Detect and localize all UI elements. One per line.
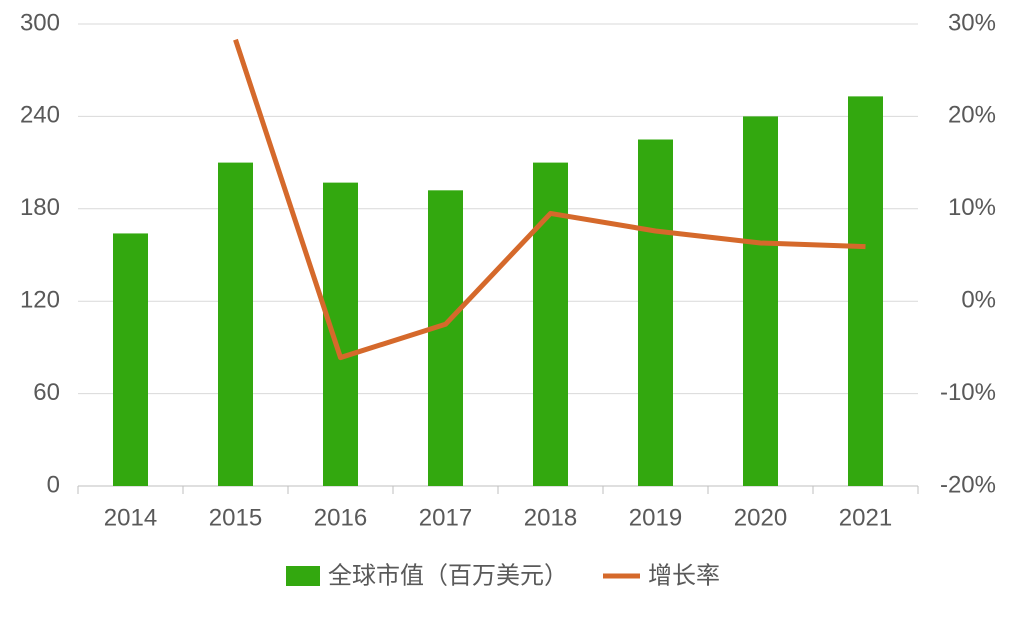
x-tick-label: 2018 bbox=[524, 504, 577, 531]
x-tick-label: 2017 bbox=[419, 504, 472, 531]
legend-swatch bbox=[286, 566, 320, 586]
bar bbox=[323, 182, 358, 486]
line bbox=[233, 38, 866, 361]
x-tick-label: 2020 bbox=[734, 504, 787, 531]
y-tick-label: 300 bbox=[20, 9, 60, 36]
y2-tick-label: 20% bbox=[948, 102, 996, 129]
y-tick-label: 120 bbox=[20, 287, 60, 314]
bar bbox=[638, 139, 673, 486]
x-tick-label: 2016 bbox=[314, 504, 367, 531]
bar bbox=[113, 233, 148, 486]
y-tick-label: 0 bbox=[47, 471, 60, 498]
y2-tick-label: -10% bbox=[940, 379, 996, 406]
y2-tick-label: 0% bbox=[961, 287, 996, 314]
y2-tick-label: 30% bbox=[948, 9, 996, 36]
bar bbox=[218, 162, 253, 486]
y2-tick-label: 10% bbox=[948, 194, 996, 221]
x-tick-label: 2015 bbox=[209, 504, 262, 531]
y-tick-label: 60 bbox=[33, 379, 60, 406]
bar bbox=[743, 116, 778, 487]
y-tick-label: 180 bbox=[20, 194, 60, 221]
y2-tick-label: -20% bbox=[940, 471, 996, 498]
x-tick-label: 2014 bbox=[104, 504, 157, 531]
bar bbox=[848, 96, 883, 486]
legend-label: 全球市值（百万美元） bbox=[328, 562, 568, 589]
y-tick-label: 240 bbox=[20, 102, 60, 129]
x-tick-label: 2021 bbox=[839, 504, 892, 531]
legend-label: 增长率 bbox=[648, 562, 720, 589]
bar bbox=[428, 190, 463, 486]
x-tick-label: 2019 bbox=[629, 504, 682, 531]
